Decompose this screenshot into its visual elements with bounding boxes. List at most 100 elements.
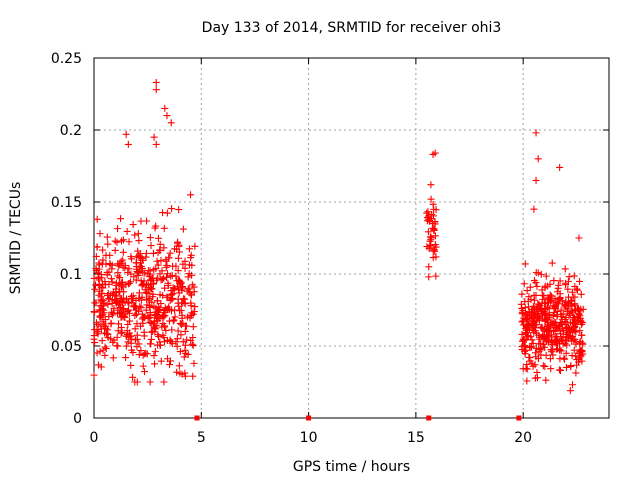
data-point	[114, 225, 122, 233]
data-point	[554, 340, 562, 348]
data-point	[91, 308, 99, 316]
data-point	[166, 361, 174, 369]
data-point	[139, 362, 147, 370]
data-point	[131, 378, 139, 386]
data-point	[555, 295, 563, 303]
data-point	[165, 254, 173, 262]
data-point	[177, 279, 185, 287]
data-point	[106, 295, 114, 303]
data-point	[521, 342, 529, 350]
data-point	[562, 333, 570, 341]
data-point	[541, 284, 549, 292]
data-point	[173, 245, 181, 253]
data-point	[521, 314, 529, 322]
data-point	[430, 226, 438, 234]
data-point	[174, 238, 182, 246]
data-point	[108, 265, 116, 273]
data-point	[125, 238, 133, 246]
data-point	[531, 324, 539, 332]
data-point	[146, 340, 154, 348]
data-point	[535, 333, 543, 341]
data-point	[558, 297, 566, 305]
data-point	[547, 298, 555, 306]
data-point	[568, 352, 576, 360]
data-point	[534, 155, 542, 163]
data-point	[98, 337, 106, 345]
data-point	[149, 293, 157, 301]
data-point	[119, 248, 127, 256]
data-point	[539, 362, 547, 370]
data-point	[101, 351, 109, 359]
data-point	[108, 311, 116, 319]
data-point	[569, 318, 577, 326]
data-point	[165, 303, 173, 311]
data-point	[527, 333, 535, 341]
y-tick-label: 0.05	[51, 339, 82, 355]
data-point	[102, 324, 110, 332]
data-point	[141, 269, 149, 277]
data-point	[432, 243, 440, 251]
data-point	[184, 273, 192, 281]
data-point	[518, 290, 526, 298]
data-point	[174, 327, 182, 335]
data-point	[533, 329, 541, 337]
data-point	[563, 308, 571, 316]
data-point	[116, 260, 124, 268]
data-point	[525, 293, 533, 301]
data-point	[546, 291, 554, 299]
data-point	[179, 338, 187, 346]
data-point	[575, 354, 583, 362]
data-point	[108, 299, 116, 307]
data-point	[175, 362, 183, 370]
data-point	[531, 374, 539, 382]
data-point	[532, 317, 540, 325]
data-point	[532, 129, 540, 137]
data-point	[152, 312, 160, 320]
data-point	[150, 352, 158, 360]
data-point	[551, 333, 559, 341]
data-point	[127, 294, 135, 302]
data-point	[186, 289, 194, 297]
data-point	[427, 181, 435, 189]
data-point	[106, 261, 114, 269]
data-point	[523, 287, 531, 295]
data-point	[425, 244, 433, 252]
data-point	[109, 354, 117, 362]
data-point	[521, 304, 529, 312]
data-point	[424, 228, 432, 236]
data-point	[163, 209, 171, 217]
data-point	[534, 269, 542, 277]
data-point	[539, 291, 547, 299]
data-point	[123, 327, 131, 335]
data-point	[178, 283, 186, 291]
data-point	[175, 289, 183, 297]
data-point	[180, 353, 188, 361]
data-point	[428, 219, 436, 227]
data-point	[177, 331, 185, 339]
data-point	[171, 306, 179, 314]
data-point	[107, 275, 115, 283]
data-point	[118, 328, 126, 336]
data-point	[127, 332, 135, 340]
data-point	[105, 313, 113, 321]
data-point	[578, 357, 586, 365]
data-point	[190, 307, 198, 315]
zero-marker	[194, 415, 200, 421]
data-point	[571, 293, 579, 301]
data-point	[90, 371, 98, 379]
zero-marker	[306, 415, 312, 421]
data-point	[141, 368, 149, 376]
data-point	[134, 272, 142, 280]
data-point	[532, 176, 540, 184]
data-point	[537, 270, 545, 278]
data-point	[184, 285, 192, 293]
data-point	[519, 337, 527, 345]
data-point	[115, 262, 123, 270]
data-point	[541, 343, 549, 351]
data-point	[138, 264, 146, 272]
data-point	[96, 347, 104, 355]
data-point	[127, 361, 135, 369]
data-point	[180, 295, 188, 303]
data-point	[94, 361, 102, 369]
data-point	[97, 302, 105, 310]
